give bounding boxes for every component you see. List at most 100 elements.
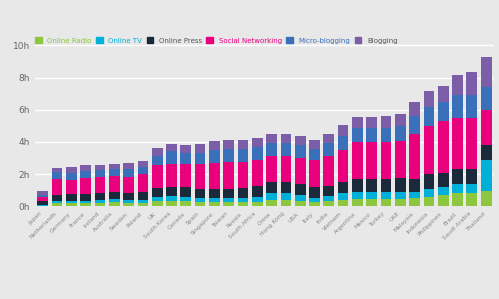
Bar (295, 158, 305, 184)
Bar (238, 140, 249, 149)
Bar (323, 201, 334, 206)
Bar (152, 155, 163, 165)
Bar (409, 191, 420, 198)
Bar (195, 153, 206, 164)
Bar (438, 173, 449, 187)
Bar (181, 187, 191, 197)
Bar (224, 189, 234, 198)
Bar (152, 148, 163, 155)
Bar (266, 193, 277, 200)
Bar (123, 163, 134, 169)
Bar (123, 200, 134, 203)
Bar (424, 126, 434, 174)
Bar (395, 192, 406, 199)
Bar (352, 142, 363, 179)
Bar (95, 170, 105, 177)
Bar (195, 198, 206, 202)
Bar (481, 57, 492, 87)
Bar (323, 143, 334, 156)
Bar (366, 179, 377, 192)
Bar (381, 192, 391, 199)
Bar (195, 189, 206, 198)
Bar (381, 179, 391, 192)
Bar (80, 165, 91, 171)
Bar (52, 172, 62, 179)
Bar (152, 202, 163, 206)
Bar (338, 193, 348, 200)
Bar (452, 75, 463, 95)
Bar (309, 202, 320, 206)
Bar (238, 202, 249, 206)
Bar (338, 182, 348, 193)
Bar (37, 197, 48, 201)
Bar (452, 118, 463, 169)
Bar (481, 161, 492, 191)
Bar (95, 200, 105, 203)
Bar (266, 182, 277, 193)
Bar (424, 174, 434, 189)
Bar (366, 142, 377, 179)
Bar (438, 121, 449, 173)
Bar (467, 184, 477, 193)
Bar (452, 184, 463, 193)
Bar (138, 167, 148, 174)
Bar (467, 193, 477, 206)
Bar (424, 106, 434, 126)
Bar (352, 118, 363, 128)
Bar (109, 170, 120, 176)
Bar (338, 150, 348, 182)
Bar (109, 164, 120, 170)
Bar (166, 151, 177, 164)
Bar (280, 182, 291, 193)
Bar (209, 163, 220, 189)
Bar (224, 149, 234, 162)
Bar (195, 202, 206, 206)
Bar (352, 179, 363, 192)
Bar (309, 198, 320, 202)
Bar (280, 200, 291, 206)
Bar (123, 177, 134, 193)
Bar (224, 162, 234, 189)
Bar (467, 169, 477, 184)
Bar (395, 126, 406, 141)
Bar (323, 134, 334, 143)
Bar (266, 143, 277, 155)
Bar (66, 194, 77, 201)
Bar (481, 191, 492, 206)
Bar (52, 203, 62, 206)
Bar (166, 164, 177, 187)
Bar (366, 118, 377, 128)
Bar (238, 149, 249, 162)
Bar (181, 164, 191, 187)
Bar (395, 178, 406, 192)
Bar (209, 202, 220, 206)
Bar (467, 95, 477, 118)
Bar (266, 134, 277, 143)
Bar (381, 128, 391, 142)
Bar (166, 196, 177, 201)
Bar (138, 203, 148, 206)
Bar (123, 203, 134, 206)
Bar (195, 144, 206, 153)
Bar (37, 191, 48, 195)
Bar (381, 199, 391, 206)
Bar (366, 128, 377, 142)
Bar (52, 202, 62, 203)
Bar (66, 173, 77, 180)
Bar (452, 169, 463, 184)
Bar (95, 203, 105, 206)
Bar (37, 195, 48, 197)
Bar (366, 192, 377, 199)
Bar (109, 176, 120, 192)
Bar (166, 187, 177, 196)
Bar (138, 174, 148, 191)
Bar (366, 199, 377, 206)
Bar (209, 141, 220, 150)
Bar (395, 199, 406, 206)
Bar (409, 179, 420, 191)
Bar (209, 189, 220, 198)
Bar (80, 203, 91, 206)
Bar (280, 193, 291, 200)
Bar (252, 202, 262, 206)
Bar (381, 116, 391, 128)
